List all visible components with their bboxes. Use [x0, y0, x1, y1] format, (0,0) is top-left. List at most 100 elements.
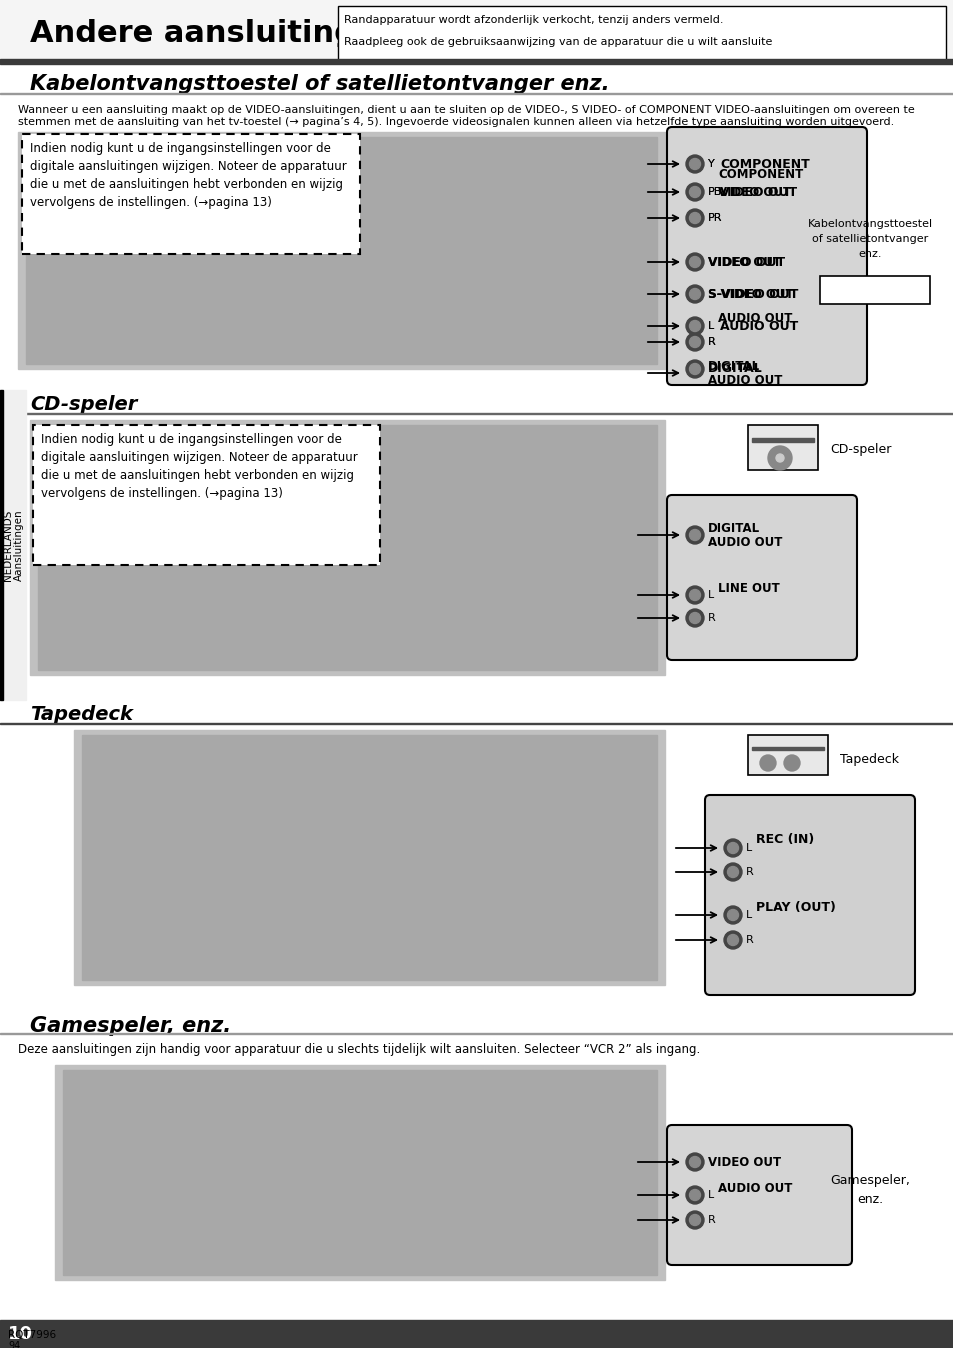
- Circle shape: [685, 333, 703, 350]
- Text: 10: 10: [8, 1325, 33, 1343]
- Text: PLAY (OUT): PLAY (OUT): [755, 900, 835, 914]
- Text: AUDIO OUT: AUDIO OUT: [707, 373, 781, 387]
- Circle shape: [689, 186, 700, 198]
- Text: PR: PR: [707, 213, 721, 222]
- Text: L: L: [745, 910, 752, 919]
- Circle shape: [685, 155, 703, 173]
- Text: AUDIO OUT: AUDIO OUT: [720, 319, 798, 333]
- Bar: [0, 390, 3, 700]
- Circle shape: [727, 934, 738, 945]
- Text: Aansluitingen: Aansluitingen: [14, 510, 24, 581]
- Text: Deze aansluitingen zijn handig voor apparatuur die u slechts tijdelijk wilt aans: Deze aansluitingen zijn handig voor appa…: [18, 1043, 700, 1057]
- Bar: [0, 1320, 953, 1348]
- Circle shape: [689, 256, 700, 267]
- Text: L: L: [707, 321, 714, 332]
- Circle shape: [727, 867, 738, 878]
- Text: Tapedeck: Tapedeck: [30, 705, 132, 724]
- Circle shape: [689, 530, 700, 541]
- Text: VIDEO OUT: VIDEO OUT: [707, 1155, 781, 1169]
- Text: AUDIO OUT: AUDIO OUT: [707, 535, 781, 549]
- FancyBboxPatch shape: [33, 425, 379, 565]
- Text: Kabelontvangsttoestel of satellietontvanger enz.: Kabelontvangsttoestel of satellietontvan…: [30, 74, 609, 94]
- Circle shape: [723, 838, 741, 857]
- Circle shape: [760, 755, 775, 771]
- Circle shape: [783, 755, 800, 771]
- Text: Indien nodig kunt u de ingangsinstellingen voor de
digitale aansluitingen wijzig: Indien nodig kunt u de ingangsinstelling…: [41, 433, 357, 500]
- Circle shape: [685, 317, 703, 336]
- Text: DIGITAL: DIGITAL: [707, 522, 760, 535]
- Circle shape: [767, 446, 791, 470]
- Circle shape: [723, 863, 741, 882]
- Text: L: L: [707, 1190, 714, 1200]
- Text: R: R: [745, 936, 753, 945]
- Text: VIDEO OUT: VIDEO OUT: [718, 186, 790, 198]
- Text: Andere aansluitingen: Andere aansluitingen: [30, 19, 397, 49]
- Text: PB: PB: [707, 187, 721, 197]
- Text: S-VIDEO OUT: S-VIDEO OUT: [707, 287, 793, 301]
- Bar: [0, 390, 26, 700]
- Circle shape: [727, 910, 738, 921]
- Text: VIDEO OUT: VIDEO OUT: [720, 186, 797, 198]
- Text: AUDIO OUT: AUDIO OUT: [718, 313, 792, 325]
- Circle shape: [685, 1153, 703, 1171]
- Text: Gamespeler,
enz.: Gamespeler, enz.: [829, 1174, 909, 1206]
- Text: DIGITAL: DIGITAL: [707, 363, 762, 376]
- Circle shape: [723, 906, 741, 923]
- Text: AUDIO OUT: AUDIO OUT: [718, 1181, 792, 1194]
- Circle shape: [685, 609, 703, 627]
- Circle shape: [689, 1215, 700, 1225]
- Circle shape: [689, 1157, 700, 1167]
- Text: R: R: [707, 337, 715, 346]
- Text: Wanneer u een aansluiting maakt op de VIDEO-aansluitingen, dient u aan te sluite: Wanneer u een aansluiting maakt op de VI…: [18, 105, 914, 115]
- Text: Gamespeler, enz.: Gamespeler, enz.: [30, 1016, 231, 1037]
- Bar: [0, 723, 953, 724]
- Bar: [0, 59, 953, 63]
- Circle shape: [685, 209, 703, 226]
- Circle shape: [689, 321, 700, 332]
- Text: RQT7996: RQT7996: [8, 1330, 56, 1340]
- Text: LINE OUT: LINE OUT: [718, 581, 779, 594]
- Circle shape: [685, 183, 703, 201]
- Circle shape: [689, 159, 700, 170]
- Text: PR: PR: [707, 213, 721, 222]
- Bar: [74, 731, 664, 985]
- Text: Raadpleeg ook de gebruiksaanwijzing van de apparatuur die u wilt aansluite: Raadpleeg ook de gebruiksaanwijzing van …: [344, 36, 772, 47]
- Bar: [26, 137, 657, 364]
- FancyBboxPatch shape: [704, 795, 914, 995]
- Bar: [38, 425, 657, 670]
- Text: VIDEO OUT: VIDEO OUT: [707, 256, 784, 268]
- Text: R: R: [707, 613, 715, 623]
- Circle shape: [689, 337, 700, 348]
- Bar: [751, 438, 813, 442]
- Text: stemmen met de aansluiting van het tv-toestel (→ pagina’s 4, 5). Ingevoerde vide: stemmen met de aansluiting van het tv-to…: [18, 117, 893, 127]
- Text: VIDEO OUT: VIDEO OUT: [707, 256, 781, 268]
- Text: L: L: [707, 590, 714, 600]
- Circle shape: [685, 284, 703, 303]
- Text: 94: 94: [8, 1341, 20, 1348]
- Text: Tapedeck: Tapedeck: [840, 754, 898, 767]
- Circle shape: [689, 364, 700, 375]
- Text: Y: Y: [707, 159, 714, 168]
- Text: S-VIDEO OUT: S-VIDEO OUT: [707, 287, 798, 301]
- Text: Indien nodig kunt u de ingangsinstellingen voor de
digitale aansluitingen wijzig: Indien nodig kunt u de ingangsinstelling…: [30, 142, 346, 209]
- Text: PB: PB: [707, 187, 721, 197]
- Circle shape: [775, 454, 783, 462]
- Bar: [747, 425, 817, 470]
- Bar: [18, 132, 664, 369]
- Text: L: L: [707, 321, 714, 332]
- Bar: [0, 0, 953, 62]
- FancyBboxPatch shape: [22, 133, 359, 253]
- Bar: [63, 1070, 657, 1275]
- Text: Randapparatuur wordt afzonderlijk verkocht, tenzij anders vermeld.: Randapparatuur wordt afzonderlijk verkoc…: [344, 15, 722, 26]
- Text: Kabelontvangsttoestel
of satellietontvanger
enz.: Kabelontvangsttoestel of satellietontvan…: [806, 220, 932, 259]
- Circle shape: [685, 586, 703, 604]
- Circle shape: [689, 1189, 700, 1201]
- Circle shape: [685, 526, 703, 545]
- Circle shape: [689, 612, 700, 624]
- Text: R: R: [707, 1215, 715, 1225]
- Text: COMPONENT: COMPONENT: [718, 167, 802, 181]
- Text: L: L: [745, 842, 752, 853]
- Circle shape: [685, 1211, 703, 1229]
- Bar: [820, 276, 929, 305]
- Bar: [337, 5, 945, 61]
